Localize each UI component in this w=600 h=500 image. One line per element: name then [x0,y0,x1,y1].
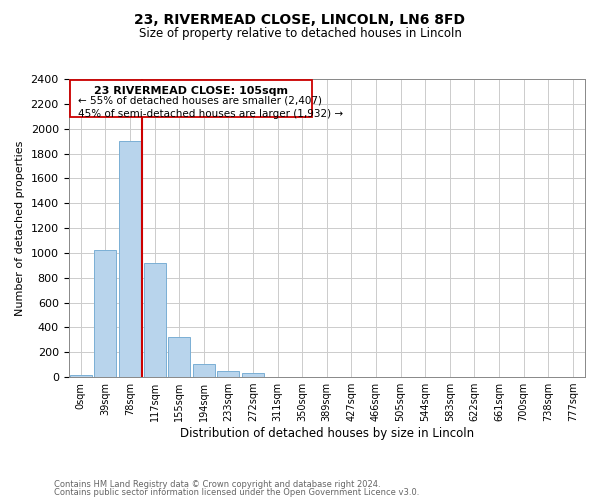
Text: 45% of semi-detached houses are larger (1,932) →: 45% of semi-detached houses are larger (… [78,109,343,119]
Y-axis label: Number of detached properties: Number of detached properties [15,140,25,316]
Text: 23, RIVERMEAD CLOSE, LINCOLN, LN6 8FD: 23, RIVERMEAD CLOSE, LINCOLN, LN6 8FD [134,12,466,26]
Text: Size of property relative to detached houses in Lincoln: Size of property relative to detached ho… [139,28,461,40]
Bar [119,141,141,377]
X-axis label: Distribution of detached houses by size in Lincoln: Distribution of detached houses by size … [180,427,474,440]
Text: 23 RIVERMEAD CLOSE: 105sqm: 23 RIVERMEAD CLOSE: 105sqm [94,86,288,96]
Text: ← 55% of detached houses are smaller (2,407): ← 55% of detached houses are smaller (2,… [78,95,322,105]
Bar [193,364,215,377]
Text: Contains HM Land Registry data © Crown copyright and database right 2024.: Contains HM Land Registry data © Crown c… [54,480,380,489]
Bar [143,263,166,377]
Text: Contains public sector information licensed under the Open Government Licence v3: Contains public sector information licen… [54,488,419,497]
Bar [168,338,190,377]
Bar [94,250,116,377]
Bar [70,374,92,377]
Bar [217,371,239,377]
FancyBboxPatch shape [70,80,312,117]
Bar [242,374,264,377]
